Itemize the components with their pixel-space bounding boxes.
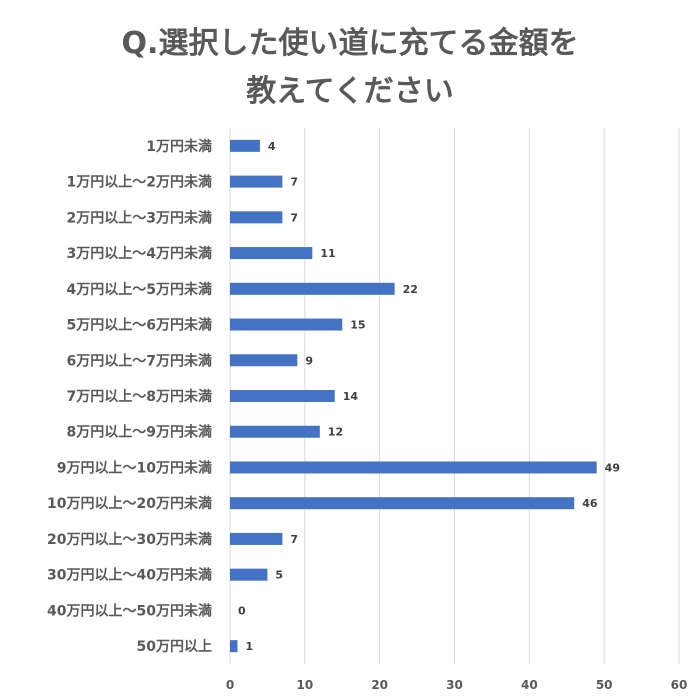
bar: [230, 318, 343, 331]
category-label: 1万円未満: [146, 138, 212, 155]
bar: [230, 497, 575, 510]
bar: [230, 175, 283, 188]
bar: [230, 461, 597, 474]
data-label: 4: [268, 140, 276, 153]
x-tick-label: 30: [446, 678, 463, 692]
bar: [230, 640, 238, 653]
x-tick-label: 50: [596, 678, 613, 692]
category-label: 30万円以上～40万円未満: [47, 567, 212, 584]
data-label: 15: [350, 319, 365, 332]
data-label: 7: [290, 533, 298, 546]
bar: [230, 282, 395, 295]
category-label: 40万円以上～50万円未満: [47, 602, 212, 619]
data-label: 7: [290, 176, 298, 189]
data-label: 12: [328, 426, 343, 439]
chart-title-line-1: Q.選択した使い道に充てる金額を: [121, 26, 579, 61]
category-label: 20万円以上～30万円未満: [47, 531, 212, 548]
data-label: 7: [290, 211, 298, 224]
category-label: 3万円以上～4万円未満: [67, 245, 212, 262]
category-label: 5万円以上～6万円未満: [67, 317, 212, 334]
bar: [230, 247, 313, 260]
bar: [230, 390, 335, 402]
data-label: 22: [403, 283, 418, 296]
chart-title-line-2: 教えてください: [246, 74, 454, 109]
category-label: 9万円以上～10万円未満: [57, 459, 212, 476]
data-label: 11: [320, 247, 335, 260]
category-label: 10万円以上～20万円未満: [47, 495, 212, 512]
data-label: 49: [605, 461, 620, 474]
category-label: 2万円以上～3万円未満: [67, 209, 212, 226]
category-label: 4万円以上～5万円未満: [67, 281, 212, 298]
data-label: 14: [343, 390, 359, 403]
data-label: 0: [238, 604, 246, 617]
data-label: 5: [275, 569, 283, 582]
bar: [230, 211, 283, 224]
bar: [230, 139, 260, 152]
category-label: 6万円以上～7万円未満: [67, 352, 212, 369]
x-tick-label: 20: [371, 678, 388, 692]
x-tick-label: 0: [226, 678, 234, 692]
x-tick-label: 40: [521, 678, 538, 692]
category-label: 7万円以上～8万円未満: [67, 388, 212, 405]
x-tick-label: 60: [671, 678, 688, 692]
x-tick-label: 10: [296, 678, 313, 692]
category-label: 1万円以上～2万円未満: [67, 174, 212, 191]
category-label: 8万円以上～9万円未満: [67, 424, 212, 441]
bar: [230, 354, 298, 367]
bar: [230, 568, 268, 581]
bar: [230, 425, 320, 438]
data-label: 46: [582, 497, 598, 510]
data-label: 9: [305, 354, 313, 367]
bar: [230, 532, 283, 545]
data-label: 1: [245, 640, 253, 653]
category-label: 50万円以上: [137, 639, 212, 655]
